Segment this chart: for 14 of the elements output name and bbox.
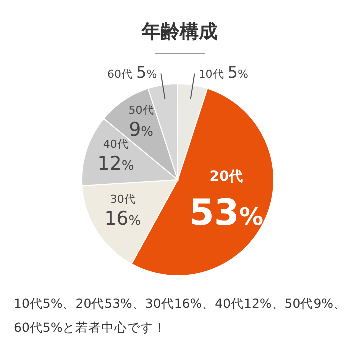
slice-label: 10代 [198, 68, 224, 81]
slice-label: 40代 [103, 138, 128, 151]
chart-title: 年齢構成 [141, 21, 218, 43]
data-label: 16% [104, 208, 142, 230]
slice-label: 50代 [128, 104, 154, 118]
slice-label: 60代 [108, 68, 133, 81]
data-label: 5% [136, 62, 158, 82]
data-label: 53% [189, 192, 264, 234]
data-label: 12% [98, 152, 134, 175]
slice-label: 30代 [110, 192, 136, 206]
data-label: 9% [129, 119, 154, 142]
data-label: 5% [228, 62, 248, 82]
slice-label: 20代 [210, 168, 244, 185]
text: 10代5%、20代53%、30代16%、40代12%、50代9%、60代5%と若者中心です！ [14, 295, 348, 337]
